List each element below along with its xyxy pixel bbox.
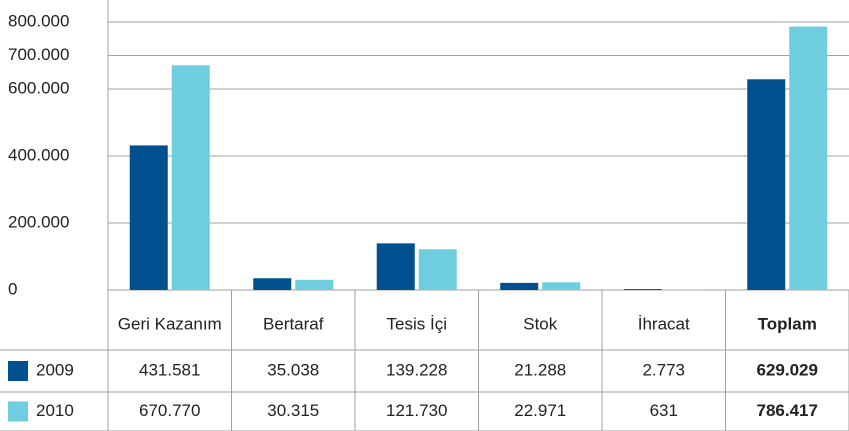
category-label: Stok	[523, 314, 558, 333]
table-value: 30.315	[267, 401, 319, 420]
bar	[789, 26, 828, 291]
y-tick-label: 0	[8, 279, 17, 298]
bar	[129, 145, 168, 290]
table-value: 431.581	[139, 360, 200, 379]
bar	[376, 243, 415, 290]
bar	[623, 289, 662, 290]
legend-swatch	[8, 401, 28, 422]
category-label: Geri Kazanım	[118, 314, 222, 333]
table-value: 139.228	[386, 360, 447, 379]
bar	[253, 278, 292, 290]
category-label: Toplam	[758, 314, 817, 333]
legend-label: 2010	[36, 401, 74, 420]
bar	[171, 65, 210, 290]
table-value: 786.417	[757, 401, 818, 420]
table-value: 629.029	[757, 360, 818, 379]
y-tick-label: 600.000	[8, 78, 69, 97]
table-value: 22.971	[514, 401, 566, 420]
y-tick-label: 400.000	[8, 145, 69, 164]
table-value: 21.288	[514, 360, 566, 379]
category-label: İhracat	[638, 314, 690, 333]
table-value: 670.770	[139, 401, 200, 420]
table-value: 121.730	[386, 401, 447, 420]
category-label: Bertaraf	[263, 314, 324, 333]
y-tick-label: 200.000	[8, 212, 69, 231]
legend-swatch	[8, 361, 28, 381]
bar	[542, 282, 581, 290]
table-value: 2.773	[642, 360, 685, 379]
table-value: 631	[650, 401, 678, 420]
legend-label: 2009	[36, 360, 74, 379]
table-value: 35.038	[267, 360, 319, 379]
category-label: Tesis İçi	[387, 314, 447, 333]
y-tick-label: 700.000	[8, 45, 69, 64]
bar	[295, 279, 334, 290]
bar	[500, 282, 539, 290]
bar	[418, 249, 457, 290]
y-tick-label: 800.000	[8, 11, 69, 30]
bar	[747, 79, 786, 290]
